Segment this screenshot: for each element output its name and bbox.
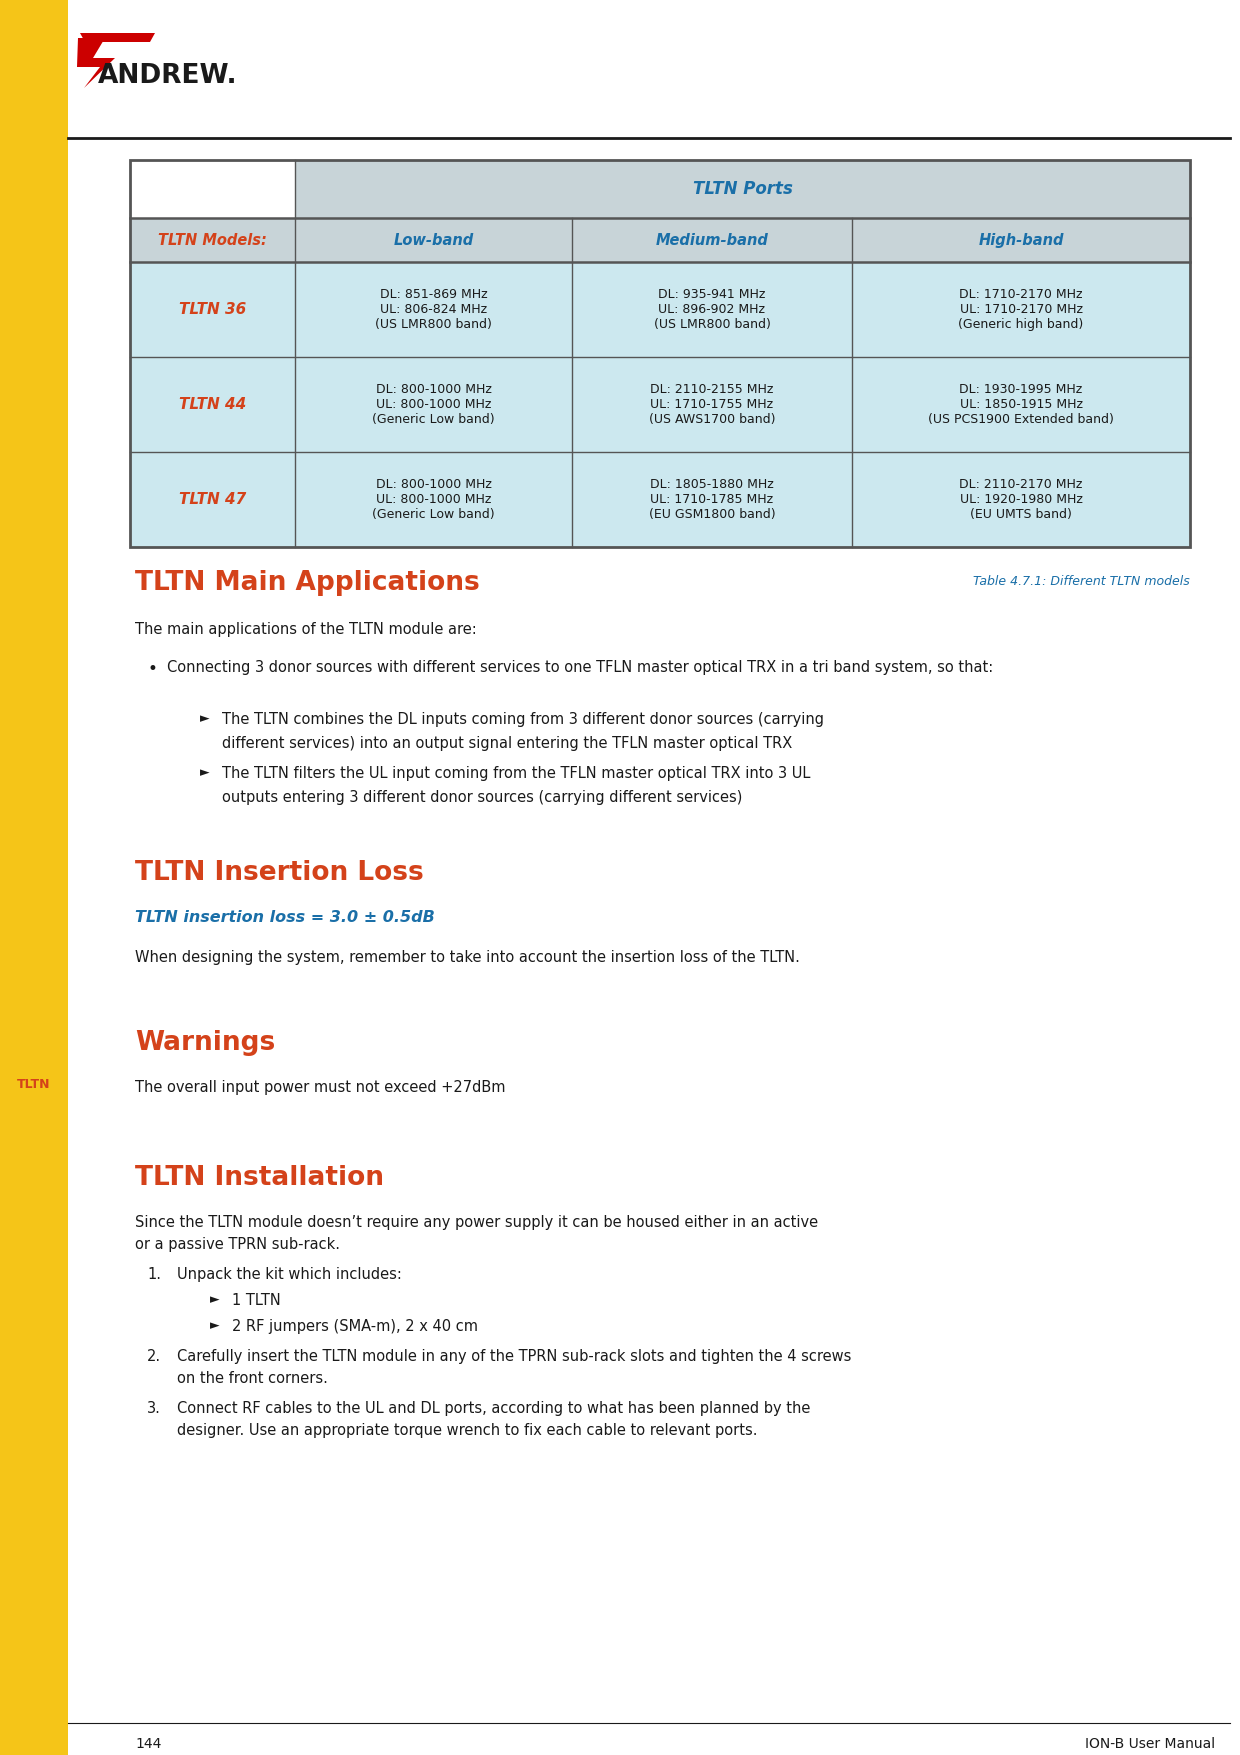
Text: TLTN: TLTN (17, 1079, 51, 1092)
Text: TLTN Installation: TLTN Installation (135, 1165, 384, 1192)
Text: ANDREW.: ANDREW. (98, 63, 238, 90)
Polygon shape (77, 39, 115, 88)
Text: High-band: High-band (978, 232, 1064, 247)
Text: 1 TLTN: 1 TLTN (232, 1293, 280, 1307)
Text: on the front corners.: on the front corners. (177, 1371, 327, 1386)
Text: Connect RF cables to the UL and DL ports, according to what has been planned by : Connect RF cables to the UL and DL ports… (177, 1400, 811, 1416)
Text: DL: 851-869 MHz
UL: 806-824 MHz
(US LMR800 band): DL: 851-869 MHz UL: 806-824 MHz (US LMR8… (374, 288, 492, 332)
Text: TLTN 47: TLTN 47 (179, 491, 246, 507)
Text: 2 RF jumpers (SMA-m), 2 x 40 cm: 2 RF jumpers (SMA-m), 2 x 40 cm (232, 1320, 477, 1334)
Text: •: • (148, 660, 157, 677)
Bar (0, 0, 68, 1755)
Text: Carefully insert the TLTN module in any of the TPRN sub-rack slots and tighten t: Carefully insert the TLTN module in any … (177, 1350, 852, 1364)
Text: TLTN Models:: TLTN Models: (157, 232, 267, 247)
Text: DL: 935-941 MHz
UL: 896-902 MHz
(US LMR800 band): DL: 935-941 MHz UL: 896-902 MHz (US LMR8… (653, 288, 770, 332)
Text: The TLTN combines the DL inputs coming from 3 different donor sources (carrying: The TLTN combines the DL inputs coming f… (222, 713, 825, 727)
Text: TLTN 44: TLTN 44 (179, 397, 246, 412)
Bar (295, 160, 1190, 218)
Text: TLTN insertion loss = 3.0 ± 0.5dB: TLTN insertion loss = 3.0 ± 0.5dB (135, 911, 435, 925)
Text: Medium-band: Medium-band (656, 232, 769, 247)
Text: DL: 2110-2155 MHz
UL: 1710-1755 MHz
(US AWS1700 band): DL: 2110-2155 MHz UL: 1710-1755 MHz (US … (649, 383, 775, 426)
Text: ►: ► (210, 1293, 219, 1306)
Bar (130, 453, 1190, 548)
Text: Since the TLTN module doesn’t require any power supply it can be housed either i: Since the TLTN module doesn’t require an… (135, 1214, 818, 1230)
Text: outputs entering 3 different donor sources (carrying different services): outputs entering 3 different donor sourc… (222, 790, 743, 806)
Text: ►: ► (200, 713, 210, 725)
Polygon shape (81, 33, 155, 42)
Text: Warnings: Warnings (135, 1030, 275, 1057)
Text: 1.: 1. (148, 1267, 161, 1281)
Bar (130, 356, 1190, 453)
Text: ION-B User Manual: ION-B User Manual (1085, 1737, 1215, 1751)
Text: DL: 800-1000 MHz
UL: 800-1000 MHz
(Generic Low band): DL: 800-1000 MHz UL: 800-1000 MHz (Gener… (372, 477, 495, 521)
Text: TLTN 36: TLTN 36 (179, 302, 246, 318)
Text: ►: ► (200, 765, 210, 779)
Text: Unpack the kit which includes:: Unpack the kit which includes: (177, 1267, 402, 1281)
Text: 3.: 3. (148, 1400, 161, 1416)
Text: DL: 1805-1880 MHz
UL: 1710-1785 MHz
(EU GSM1800 band): DL: 1805-1880 MHz UL: 1710-1785 MHz (EU … (649, 477, 775, 521)
Text: DL: 800-1000 MHz
UL: 800-1000 MHz
(Generic Low band): DL: 800-1000 MHz UL: 800-1000 MHz (Gener… (372, 383, 495, 426)
Text: TLTN Main Applications: TLTN Main Applications (135, 570, 480, 597)
Text: 2.: 2. (148, 1350, 161, 1364)
Text: designer. Use an appropriate torque wrench to fix each cable to relevant ports.: designer. Use an appropriate torque wren… (177, 1423, 758, 1437)
Bar (130, 261, 1190, 356)
Text: DL: 1710-2170 MHz
UL: 1710-2170 MHz
(Generic high band): DL: 1710-2170 MHz UL: 1710-2170 MHz (Gen… (959, 288, 1084, 332)
Bar (130, 218, 1190, 261)
Text: Connecting 3 donor sources with different services to one TFLN master optical TR: Connecting 3 donor sources with differen… (167, 660, 993, 676)
Text: The overall input power must not exceed +27dBm: The overall input power must not exceed … (135, 1079, 506, 1095)
Text: Low-band: Low-band (393, 232, 474, 247)
Text: or a passive TPRN sub-rack.: or a passive TPRN sub-rack. (135, 1237, 340, 1251)
Text: TLTN Insertion Loss: TLTN Insertion Loss (135, 860, 424, 886)
Text: The main applications of the TLTN module are:: The main applications of the TLTN module… (135, 621, 476, 637)
Text: DL: 2110-2170 MHz
UL: 1920-1980 MHz
(EU UMTS band): DL: 2110-2170 MHz UL: 1920-1980 MHz (EU … (960, 477, 1083, 521)
Text: 144: 144 (135, 1737, 161, 1751)
Text: When designing the system, remember to take into account the insertion loss of t: When designing the system, remember to t… (135, 949, 800, 965)
Text: TLTN Ports: TLTN Ports (693, 181, 792, 198)
Text: ►: ► (210, 1320, 219, 1332)
Text: The TLTN filters the UL input coming from the TFLN master optical TRX into 3 UL: The TLTN filters the UL input coming fro… (222, 765, 811, 781)
Text: different services) into an output signal entering the TFLN master optical TRX: different services) into an output signa… (222, 735, 792, 751)
Text: Table 4.7.1: Different TLTN models: Table 4.7.1: Different TLTN models (973, 576, 1190, 588)
Bar (130, 160, 1190, 548)
Text: DL: 1930-1995 MHz
UL: 1850-1915 MHz
(US PCS1900 Extended band): DL: 1930-1995 MHz UL: 1850-1915 MHz (US … (928, 383, 1114, 426)
